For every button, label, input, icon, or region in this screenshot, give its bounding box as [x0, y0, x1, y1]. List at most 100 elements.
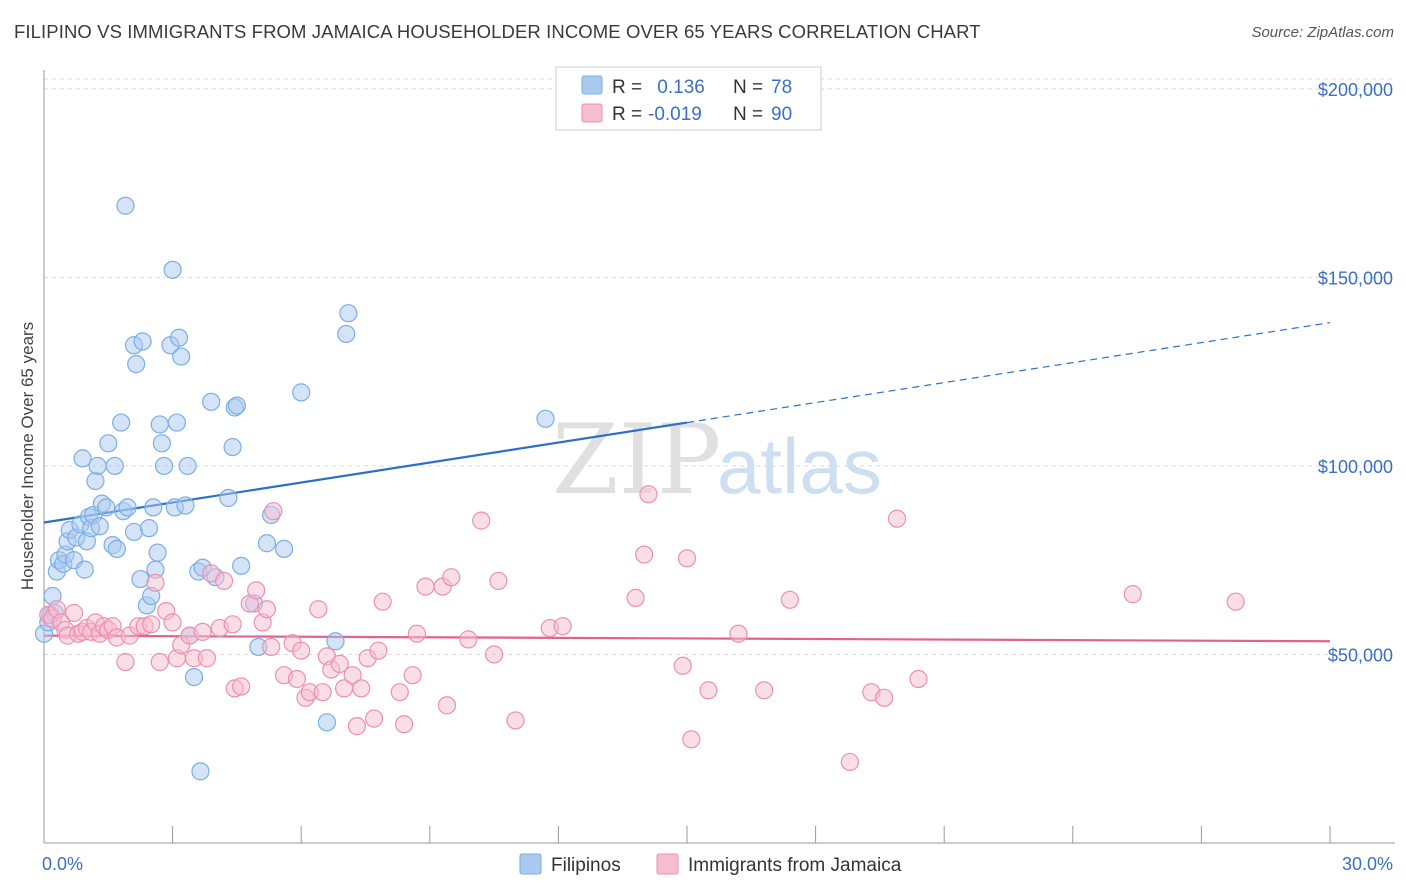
series-legend-swatch-filipinos: [519, 853, 542, 875]
jamaica-points: [39, 485, 1245, 772]
filipinos-point-35: [127, 355, 146, 374]
series-legend-swatch-jamaica: [656, 853, 679, 875]
y-tick-label-1: $100,000: [1318, 457, 1393, 477]
filipinos-point-63: [223, 437, 242, 457]
filipinos-point-24: [97, 498, 116, 517]
filipinos-point-53: [176, 496, 195, 515]
jamaica-point-39: [247, 581, 266, 600]
jamaica-point-78: [626, 588, 645, 608]
jamaica-point-41: [257, 600, 277, 619]
jamaica-point-17: [116, 652, 135, 672]
jamaica-point-22: [146, 573, 165, 592]
jamaica-point-46: [287, 669, 307, 689]
jamaica-point-31: [197, 649, 216, 668]
filipinos-point-76: [339, 304, 358, 323]
filipinos-point-58: [191, 762, 210, 781]
filipinos-point-73: [317, 713, 337, 732]
filipinos-point-36: [131, 569, 150, 589]
legend-r-label-2: R =: [612, 104, 642, 125]
jamaica-point-25: [163, 613, 182, 632]
watermark: ZIP atlas: [552, 404, 882, 516]
filipinos-point-71: [274, 539, 294, 558]
y-tick-label-3: $200,000: [1318, 80, 1393, 100]
filipinos-point-15: [75, 560, 94, 579]
filipinos-point-72: [292, 383, 311, 402]
series-legend-jamaica: Immigrants from Jamaica: [688, 855, 902, 876]
filipinos-point-28: [107, 539, 126, 558]
jamaica-point-63: [390, 683, 409, 702]
legend-r-value-2: -0.019: [648, 104, 702, 125]
jamaica-point-58: [352, 679, 371, 698]
jamaica-point-57: [347, 717, 367, 736]
jamaica-point-62: [373, 592, 392, 611]
jamaica-point-79: [635, 545, 654, 564]
filipinos-point-43: [148, 543, 167, 562]
filipinos-point-48: [163, 260, 182, 279]
filipinos-point-14: [73, 449, 92, 468]
filipinos-point-52: [172, 347, 191, 366]
jamaica-point-72: [472, 511, 491, 530]
legend-r-value-1: 0.136: [652, 77, 705, 98]
series-legend: Filipinos Immigrants from Jamaica: [519, 853, 902, 876]
y-axis-label: Householder Income Over 65 years: [18, 322, 37, 590]
y-tick-label-0: $50,000: [1328, 645, 1393, 665]
filipinos-point-20: [86, 471, 105, 491]
jamaica-point-80: [639, 485, 658, 504]
trend-solid-1: [43, 634, 1331, 643]
jamaica-point-73: [485, 645, 504, 664]
filipinos-point-22: [90, 517, 109, 536]
jamaica-point-34: [214, 571, 234, 591]
jamaica-point-71: [459, 630, 478, 649]
filipinos-point-62: [219, 488, 238, 508]
filipinos-point-31: [116, 196, 135, 215]
x-tick-label-0: 0.0%: [42, 854, 83, 874]
jamaica-point-23: [150, 652, 169, 672]
jamaica-point-93: [1123, 585, 1142, 604]
filipinos-points: [34, 196, 555, 781]
chart-title: FILIPINO VS IMMIGRANTS FROM JAMAICA HOUS…: [14, 21, 981, 42]
filipinos-point-29: [112, 413, 131, 432]
filipinos-point-77: [536, 409, 555, 428]
jamaica-point-74: [489, 571, 508, 591]
jamaica-point-21: [142, 615, 161, 634]
filipinos-point-41: [144, 498, 163, 517]
jamaica-point-75: [506, 711, 525, 730]
filipinos-point-45: [152, 434, 171, 453]
legend-r-label-1: R =: [612, 77, 642, 98]
filipinos-point-21: [88, 456, 107, 476]
jamaica-point-92: [909, 669, 928, 689]
filipinos-point-37: [133, 332, 152, 351]
jamaica-point-37: [232, 677, 251, 696]
jamaica-point-84: [699, 681, 718, 700]
trend-dashed-0: [686, 322, 1331, 424]
jamaica-point-86: [755, 681, 774, 700]
jamaica-point-30: [193, 622, 212, 641]
jamaica-point-88: [840, 752, 859, 772]
y-tick-label-2: $150,000: [1318, 268, 1393, 288]
jamaica-point-91: [887, 509, 907, 528]
jamaica-point-81: [673, 656, 692, 675]
filipinos-point-32: [118, 498, 137, 517]
legend-swatch-filipinos: [581, 75, 603, 95]
jamaica-point-67: [416, 577, 435, 596]
filipinos-point-50: [167, 413, 186, 432]
watermark-zip: ZIP: [552, 404, 721, 516]
jamaica-point-70: [442, 568, 461, 587]
filipinos-point-44: [150, 415, 169, 434]
filipinos-point-54: [178, 456, 197, 476]
jamaica-point-90: [875, 688, 894, 707]
filipinos-point-60: [202, 392, 221, 411]
jamaica-point-54: [330, 654, 349, 673]
filipinos-point-46: [154, 456, 174, 476]
source-credit: Source: ZipAtlas.com: [1251, 24, 1394, 41]
legend-n-label-1: N =: [733, 77, 763, 98]
jamaica-point-43: [264, 502, 283, 521]
x-tick-labels: 0.0% 30.0%: [42, 854, 1393, 874]
jamaica-point-50: [309, 600, 328, 619]
series-legend-filipinos: Filipinos: [551, 855, 621, 876]
filipinos-point-65: [227, 396, 246, 415]
filipinos-point-69: [257, 534, 277, 553]
filipinos-point-75: [337, 324, 356, 344]
jamaica-point-35: [223, 615, 242, 634]
